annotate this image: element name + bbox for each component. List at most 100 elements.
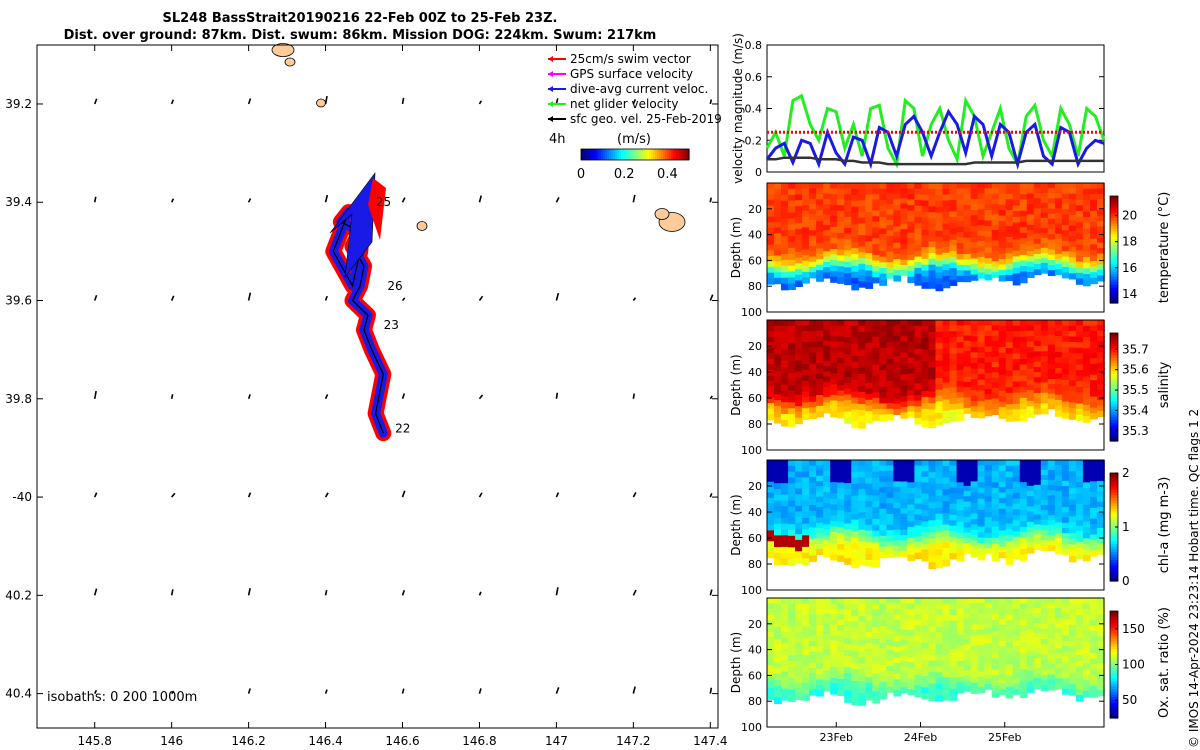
temperature-cell (998, 183, 1007, 190)
oxygen-cell (914, 669, 923, 676)
salinity-cell (837, 330, 845, 338)
oxygen-cell (956, 629, 965, 636)
oxygen-cell (872, 609, 881, 617)
temperature-cell (1012, 279, 1021, 286)
temperature-cell (1061, 193, 1070, 200)
temperature-cell (879, 279, 888, 286)
oxygen-cell (1005, 631, 1014, 638)
oxygen-cell (1012, 651, 1021, 658)
chla-cell (1090, 539, 1098, 546)
oxygen-cell (977, 603, 986, 610)
chla-cell (802, 500, 810, 508)
oxygen-cell (788, 598, 796, 605)
oxygen-cell (970, 677, 979, 684)
salinity-cell (788, 320, 796, 327)
salinity-cell (830, 352, 838, 359)
oxygen-cell (774, 668, 782, 675)
oxygen-cell (963, 613, 972, 620)
salinity-cell (900, 374, 909, 381)
oxygen-cell (1068, 608, 1077, 615)
chla-cell (949, 536, 958, 543)
salinity-cell (1082, 410, 1091, 418)
chla-cell (900, 460, 909, 467)
temperature-cell (1097, 221, 1105, 228)
chla-cell (998, 497, 1007, 505)
oxygen-cell (1090, 647, 1098, 654)
temperature-cell (1090, 188, 1098, 195)
salinity-cell (1040, 340, 1049, 347)
temperature-cell (977, 193, 986, 200)
oxygen-cell (977, 687, 986, 694)
salinity-cell (977, 390, 986, 397)
salinity-cell (991, 382, 1000, 389)
oxygen-cell (781, 637, 789, 645)
salinity-cell (977, 379, 986, 386)
temperature-cell (872, 249, 881, 256)
salinity-cell (767, 414, 775, 421)
temperature-cell (1082, 257, 1091, 264)
oxygen-cell (844, 678, 852, 686)
temperature-cell (1075, 239, 1084, 246)
temperature-cell (1047, 208, 1056, 215)
salinity-cell (1082, 376, 1091, 384)
salinity-cell (1040, 408, 1049, 415)
oxygen-cell (872, 644, 881, 652)
chla-cell (1054, 527, 1063, 534)
geo-velocity-arrow (709, 687, 713, 694)
chla-cell (816, 517, 824, 524)
temperature-cell (1068, 230, 1077, 237)
oxygen-cell (802, 643, 810, 650)
temperature-cell (837, 271, 845, 279)
salinity-cell (928, 337, 937, 345)
oxygen-cell (928, 654, 937, 662)
temperature-cell (1054, 183, 1063, 189)
salinity-cell (914, 337, 923, 344)
chla-cell (830, 515, 838, 522)
temperature-cell (872, 194, 881, 201)
temperature-cell (1075, 272, 1084, 280)
oxygen-cell (900, 608, 909, 615)
chla-cell (1005, 558, 1014, 565)
salinity-cell (872, 375, 881, 382)
geo-velocity-arrow (93, 492, 98, 498)
salinity-cell (1047, 369, 1056, 375)
oxygen-cell (977, 613, 986, 620)
salinity-cell (998, 390, 1007, 397)
temperature-cell (949, 205, 958, 213)
salinity-cell (1047, 324, 1056, 331)
salinity-cell (949, 325, 958, 332)
salinity-cell (893, 351, 902, 358)
temperature-cell (1082, 205, 1091, 213)
oxygen-cell (1040, 628, 1049, 635)
temperature-cell (1047, 213, 1056, 220)
oxygen-cell (1005, 598, 1014, 605)
chla-cell (907, 504, 916, 511)
chla-cell (921, 521, 930, 528)
salinity-cell (886, 397, 895, 404)
chla-cell (809, 538, 817, 545)
salinity-cell (970, 347, 979, 354)
chla-cell (802, 465, 810, 473)
geo-velocity-arrow (555, 687, 560, 694)
chla-cell (767, 514, 775, 521)
chla-cell (809, 460, 817, 467)
chla-cell (809, 499, 817, 506)
geo-velocity-arrow (709, 99, 713, 105)
chla-cell (1068, 465, 1077, 472)
oxygen-cell (949, 637, 958, 645)
chla-cell (928, 562, 937, 570)
oxygen-cell (788, 643, 796, 651)
oxygen-cell (795, 609, 803, 616)
salinity-colorbar-cell (1110, 365, 1118, 369)
oxygen-cell (781, 660, 789, 667)
salinity-cell (809, 320, 817, 327)
chla-cell (956, 544, 965, 551)
temperature-cell (1026, 251, 1035, 258)
salinity-cell (809, 358, 817, 365)
salinity-cell (991, 335, 1000, 342)
chla-cell (1097, 460, 1105, 466)
temperature-cell (795, 274, 803, 282)
salinity-cell (1054, 325, 1063, 332)
temperature-cell (788, 283, 796, 290)
temperature-cell (1033, 269, 1042, 276)
